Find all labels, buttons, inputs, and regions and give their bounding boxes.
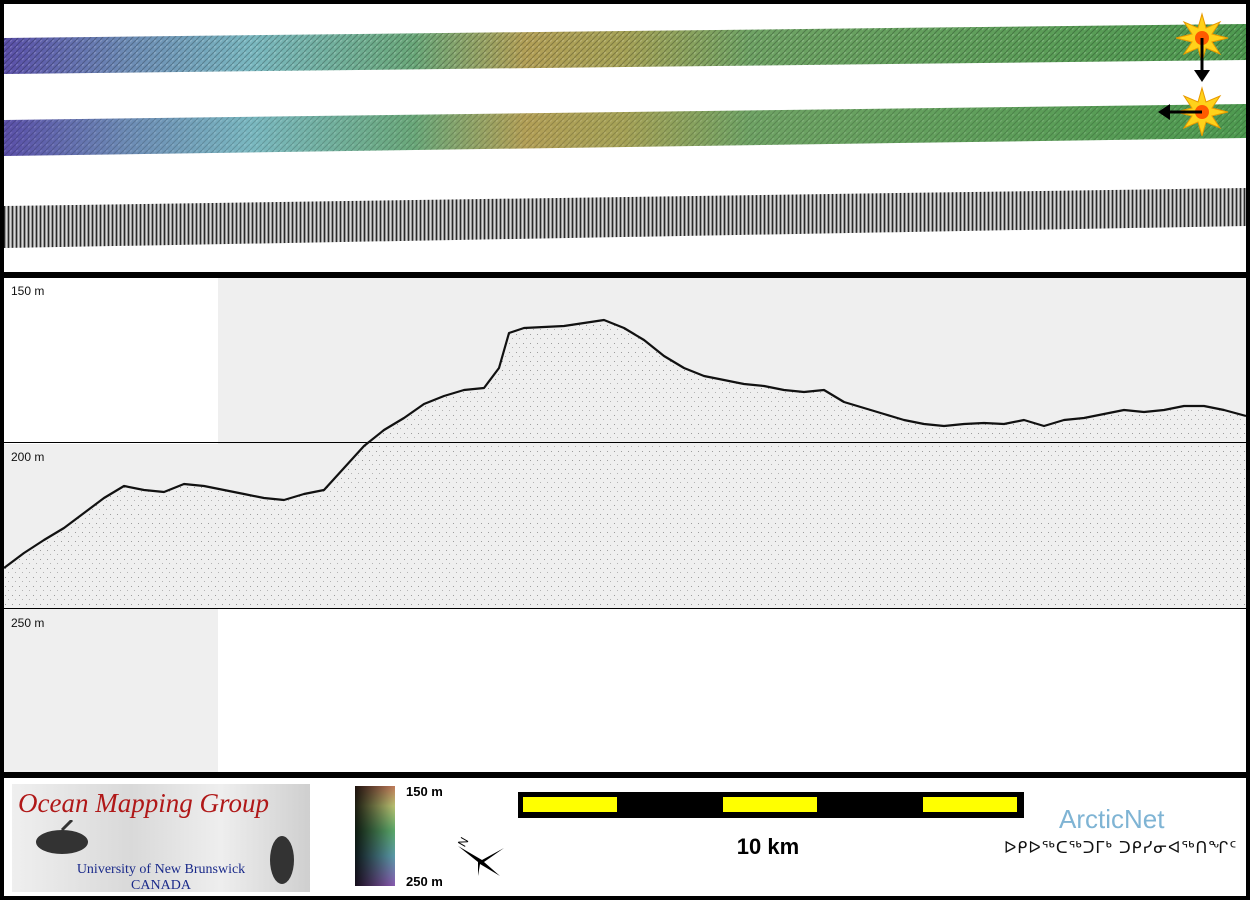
colour-bathymetry-strip [4, 104, 1246, 156]
north-arrow-letter: N [455, 836, 471, 849]
gridline-250m [4, 608, 1246, 609]
swath-panel [4, 4, 1246, 272]
scale-segment [923, 797, 1017, 812]
scale-bar [518, 792, 1024, 818]
scale-bar-label: 10 km [736, 834, 800, 859]
depth-label-150: 150 m [11, 284, 45, 298]
colorbar-bottom-label: 250 m [406, 874, 443, 889]
depth-label-250: 250 m [11, 616, 45, 630]
depth-colorbar [355, 786, 395, 886]
shaded-bathymetry-strip [4, 24, 1246, 74]
logo-university: University of New Brunswick [76, 862, 246, 877]
logo-title: Ocean Mapping Group [18, 788, 269, 818]
depth-profile-panel: 150 m 200 m 250 m [4, 278, 1246, 772]
footer-panel: Ocean Mapping Group University of New Br… [4, 778, 1246, 896]
scale-segment [723, 797, 817, 812]
logo-country: CANADA [131, 878, 191, 893]
arcticnet-syllabics: ᐅᑭᐅᖅᑕᖅᑐᒥᒃ ᑐᑭᓯᓂᐊᖅᑎᖏᑦ [1004, 838, 1238, 857]
seafloor-profile [4, 318, 1246, 608]
profile-background-lower [4, 608, 218, 772]
survey-vessel-icon-2 [270, 836, 294, 884]
sun-arrows-overlay [1158, 12, 1229, 136]
ocean-mapping-group-logo: Ocean Mapping Group University of New Br… [12, 784, 310, 893]
colorbar-top-label: 150 m [406, 784, 443, 799]
backscatter-strip [4, 188, 1246, 248]
north-arrow-icon: N [455, 836, 504, 876]
survey-vessel-icon [36, 820, 88, 854]
scale-segment [523, 797, 617, 812]
depth-label-200: 200 m [11, 450, 45, 464]
arcticnet-logo: ArcticNet [1059, 804, 1165, 834]
